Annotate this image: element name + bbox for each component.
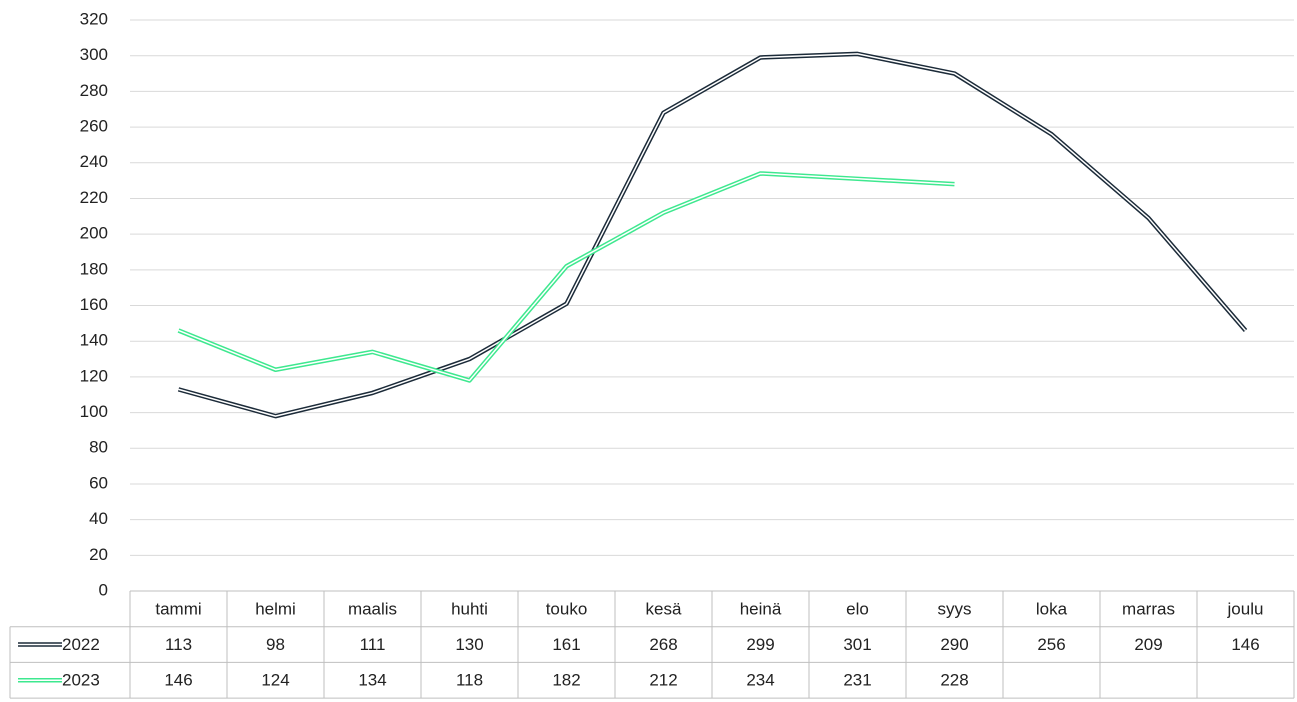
legend-label: 2023 [62,671,100,690]
x-tick-label: helmi [255,599,296,618]
y-tick-label: 100 [80,402,108,421]
legend-label: 2022 [62,635,100,654]
table-value: 161 [552,635,580,654]
x-tick-label: syys [938,599,972,618]
y-tick-label: 280 [80,81,108,100]
x-tick-label: heinä [740,599,782,618]
x-tick-label: joulu [1227,599,1264,618]
y-tick-label: 260 [80,117,108,136]
table-value: 124 [261,671,289,690]
table-value: 231 [843,671,871,690]
series-line-inner [178,53,1247,417]
y-tick-label: 180 [80,259,108,278]
table-value: 256 [1037,635,1065,654]
table-value: 299 [746,635,774,654]
table-value: 98 [266,635,285,654]
x-tick-label: tammi [155,599,201,618]
y-tick-label: 20 [89,545,108,564]
table-value: 146 [164,671,192,690]
table-value: 182 [552,671,580,690]
table-value: 134 [358,671,386,690]
table-value: 118 [456,671,483,690]
series-line [177,171,955,383]
y-tick-label: 0 [99,580,108,599]
table-value: 146 [1231,635,1259,654]
y-tick-label: 160 [80,295,108,314]
y-tick-label: 120 [80,366,108,385]
table-value: 234 [746,671,774,690]
table-value: 212 [649,671,677,690]
y-tick-label: 140 [80,331,108,350]
table-value: 290 [940,635,968,654]
table-value: 113 [165,635,192,654]
table-value: 111 [360,635,386,654]
y-tick-label: 220 [80,188,108,207]
x-tick-label: maalis [348,599,397,618]
x-tick-label: elo [846,599,869,618]
x-tick-label: kesä [646,599,682,618]
series-line [177,51,1248,419]
table-value: 301 [843,635,871,654]
y-tick-label: 40 [89,509,108,528]
table-value: 228 [940,671,968,690]
series-line-inner [178,172,955,382]
x-tick-label: loka [1036,599,1068,618]
x-tick-label: huhti [451,599,488,618]
y-tick-label: 60 [89,473,108,492]
x-tick-label: marras [1122,599,1175,618]
y-tick-label: 80 [89,438,108,457]
y-tick-label: 240 [80,152,108,171]
y-tick-label: 200 [80,224,108,243]
table-value: 130 [455,635,483,654]
table-value: 268 [649,635,677,654]
y-tick-label: 300 [80,45,108,64]
x-tick-label: touko [546,599,588,618]
table-value: 209 [1134,635,1162,654]
y-tick-label: 320 [80,9,108,28]
